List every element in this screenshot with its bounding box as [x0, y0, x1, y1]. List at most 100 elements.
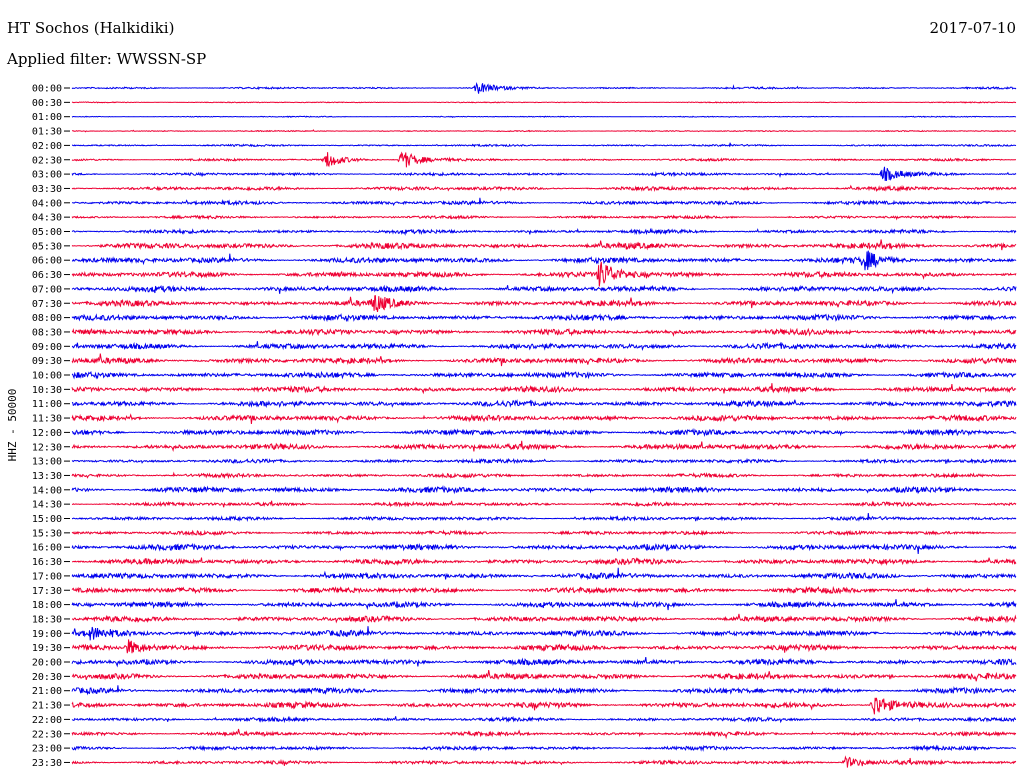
time-label: 15:00	[32, 514, 62, 525]
trace-line	[71, 115, 1017, 119]
trace-line	[71, 341, 1017, 352]
trace-line	[71, 284, 1017, 295]
trace-line	[71, 685, 1016, 696]
time-label: 19:30	[32, 643, 62, 654]
time-label: 00:00	[32, 84, 62, 95]
trace-line	[71, 744, 1017, 752]
time-label: 04:00	[32, 198, 62, 209]
trace-line	[71, 214, 1016, 221]
record-date: 2017-07-10	[929, 19, 1016, 37]
time-label: 23:00	[32, 744, 62, 755]
time-label: 02:00	[32, 141, 62, 152]
trace-line	[71, 485, 1017, 495]
time-label: 12:00	[32, 428, 62, 439]
time-label: 16:30	[32, 557, 62, 568]
time-label: 09:00	[32, 342, 62, 353]
time-label: 17:30	[32, 586, 62, 597]
time-label: 23:30	[32, 758, 62, 769]
trace-line	[71, 512, 1017, 522]
station-title: HT Sochos (Halkidiki)	[7, 19, 175, 37]
time-label: 21:00	[32, 686, 62, 697]
trace-line	[71, 457, 1017, 465]
trace-line	[71, 657, 1017, 668]
time-label: 20:00	[32, 658, 62, 669]
trace-line	[71, 715, 1017, 724]
time-label: 04:30	[32, 213, 62, 224]
time-label-group: 00:00 00:30 01:00 01:30 02:00 02:30 03:00 03:30…	[32, 84, 70, 769]
trace-line	[71, 142, 1017, 148]
trace-line	[71, 399, 1017, 409]
time-label: 06:00	[32, 256, 62, 267]
trace-line	[71, 626, 1017, 641]
time-label: 21:30	[32, 701, 62, 712]
time-label: 18:30	[32, 614, 62, 625]
time-label: 16:00	[32, 543, 62, 554]
time-label: 13:00	[32, 457, 62, 468]
trace-line	[71, 440, 1017, 453]
time-label: 03:00	[32, 170, 62, 181]
trace-line	[71, 250, 1017, 271]
trace-line	[71, 353, 1017, 367]
time-label: 11:30	[32, 414, 62, 425]
trace-line	[71, 599, 1017, 611]
time-label: 19:00	[32, 629, 62, 640]
trace-line	[71, 166, 1017, 182]
trace-line	[71, 313, 1017, 323]
time-label: 10:00	[32, 371, 62, 382]
time-label: 07:00	[32, 284, 62, 295]
trace-line	[71, 529, 1017, 537]
time-label: 03:30	[32, 184, 62, 195]
trace-line	[71, 542, 1017, 555]
trace-line	[71, 101, 1017, 104]
trace-line	[71, 413, 1017, 424]
trace-line	[71, 557, 1017, 566]
time-label: 13:30	[32, 471, 62, 482]
trace-line	[71, 327, 1017, 337]
time-label: 08:30	[32, 327, 62, 338]
time-label: 17:00	[32, 571, 62, 582]
trace-line	[71, 184, 1017, 193]
trace-line	[71, 613, 1017, 624]
time-label: 09:30	[32, 356, 62, 367]
time-label: 06:30	[32, 270, 62, 281]
trace-line	[71, 755, 1017, 768]
trace-line	[71, 129, 1017, 133]
trace-line	[71, 227, 1017, 236]
trace-line	[71, 585, 1017, 595]
y-axis-label: HHZ - 50000	[6, 389, 19, 462]
time-label: 20:30	[32, 672, 62, 683]
trace-line	[71, 370, 1017, 380]
time-label: 05:30	[32, 241, 62, 252]
trace-group	[71, 81, 1017, 768]
time-label: 02:30	[32, 155, 62, 166]
trace-line	[71, 428, 1017, 437]
time-label: 18:00	[32, 600, 62, 611]
trace-line	[71, 471, 1017, 480]
trace-line	[71, 239, 1017, 251]
time-label: 12:30	[32, 442, 62, 453]
trace-line	[71, 670, 1017, 682]
applied-filter: Applied filter: WWSSN-SP	[7, 50, 207, 68]
trace-line	[71, 81, 1017, 94]
trace-line	[71, 295, 1017, 312]
time-label: 01:30	[32, 127, 62, 138]
time-label: 14:30	[32, 500, 62, 511]
trace-line	[71, 383, 1017, 395]
trace-line	[71, 639, 1017, 654]
time-label: 07:30	[32, 299, 62, 310]
time-label: 22:00	[32, 715, 62, 726]
time-label: 08:00	[32, 313, 62, 324]
trace-line	[71, 261, 1017, 287]
time-label: 10:30	[32, 385, 62, 396]
time-label: 01:00	[32, 112, 62, 123]
time-label: 22:30	[32, 729, 62, 740]
trace-line	[71, 728, 1017, 740]
trace-line	[71, 697, 1017, 715]
time-label: 00:30	[32, 98, 62, 109]
time-label: 14:00	[32, 485, 62, 496]
trace-line	[71, 500, 1017, 508]
time-label: 11:00	[32, 399, 62, 410]
trace-line	[71, 151, 1017, 168]
time-label: 15:30	[32, 528, 62, 539]
